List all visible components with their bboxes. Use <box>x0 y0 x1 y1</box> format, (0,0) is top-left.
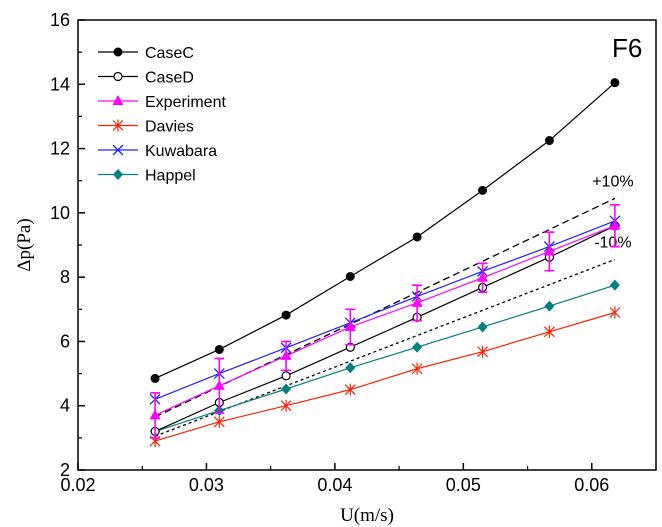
data-point <box>609 279 620 291</box>
data-point <box>214 344 224 354</box>
data-point <box>150 373 160 383</box>
legend-item: Davies <box>98 119 194 136</box>
data-point <box>411 296 423 307</box>
legend-label: Happel <box>145 168 196 185</box>
data-point <box>543 245 555 256</box>
y-tick-label: 14 <box>50 74 70 94</box>
legend-label: Kuwabara <box>145 143 217 160</box>
legend-item: CaseC <box>98 45 194 62</box>
data-point <box>609 306 621 319</box>
data-point <box>213 415 225 428</box>
panel-label: F6 <box>612 33 642 63</box>
series-line <box>154 311 616 442</box>
legend-label: Davies <box>145 119 194 136</box>
data-point <box>280 399 292 412</box>
band-line <box>154 258 616 437</box>
legend: CaseC CaseD Experiment Davies Kuwabara Happel <box>98 45 226 185</box>
data-point <box>281 383 292 395</box>
legend-label: CaseD <box>145 70 194 87</box>
series-line <box>154 225 616 416</box>
y-tick-label: 8 <box>60 267 70 287</box>
data-point <box>543 325 555 338</box>
legend-marker <box>112 119 124 132</box>
data-point <box>610 78 620 88</box>
legend-item: Happel <box>98 168 196 185</box>
legend-marker <box>113 47 123 57</box>
data-point <box>344 383 356 396</box>
series-line <box>154 220 616 400</box>
x-tick-label: 0.04 <box>317 475 352 495</box>
y-tick-label: 2 <box>60 460 70 480</box>
band-label: +10% <box>592 173 633 190</box>
band-label: -10% <box>594 234 631 251</box>
y-tick-label: 4 <box>60 396 70 416</box>
x-tick-label: 0.05 <box>446 475 481 495</box>
y-tick-label: 16 <box>50 10 70 30</box>
data-point <box>213 379 225 390</box>
x-tick-label: 0.02 <box>60 475 95 495</box>
legend-marker <box>113 169 123 180</box>
data-point <box>478 185 488 195</box>
data-point <box>411 362 423 375</box>
series-davies <box>149 306 621 448</box>
legend-item: CaseD <box>98 70 194 87</box>
y-tick-label: 6 <box>60 331 70 351</box>
band-line <box>154 197 616 418</box>
legend-item: Kuwabara <box>98 143 217 160</box>
data-point <box>544 136 554 146</box>
data-point <box>345 362 356 374</box>
legend-marker <box>112 95 124 105</box>
deviation-bands: +10% -10% <box>154 173 634 437</box>
data-point <box>544 300 555 312</box>
data-point <box>281 371 291 381</box>
plot-frame <box>77 19 657 471</box>
data-point <box>412 341 423 353</box>
legend-item: Experiment <box>98 94 226 111</box>
data-point <box>344 320 356 331</box>
series-casec <box>150 78 620 383</box>
data-point <box>412 232 422 242</box>
series-line <box>154 82 616 379</box>
x-tick-label: 0.03 <box>189 475 224 495</box>
series-happel <box>150 279 620 437</box>
series-line <box>154 284 616 432</box>
data-point <box>281 310 291 320</box>
y-axis-label: Δp(Pa) <box>14 218 35 271</box>
series-experiment <box>149 204 621 439</box>
y-tick-label: 12 <box>50 139 70 159</box>
data-point <box>477 345 489 358</box>
axes: 0.02 0.03 0.04 0.05 0.06 2 4 6 8 10 12 14 16 <box>50 10 609 495</box>
data-point <box>477 271 489 282</box>
data-point <box>149 409 161 420</box>
data-point <box>477 321 488 333</box>
legend-label: Experiment <box>145 94 226 111</box>
data-point <box>345 272 355 281</box>
x-axis-label: U(m/s) <box>340 505 394 526</box>
data-point <box>609 219 621 230</box>
legend-marker <box>112 144 124 156</box>
legend-marker <box>113 71 123 82</box>
x-tick-label: 0.06 <box>574 475 609 495</box>
data-series <box>149 78 621 448</box>
data-point <box>280 349 292 360</box>
y-tick-label: 10 <box>50 203 70 223</box>
series-line <box>154 225 616 432</box>
legend-label: CaseC <box>145 45 194 62</box>
